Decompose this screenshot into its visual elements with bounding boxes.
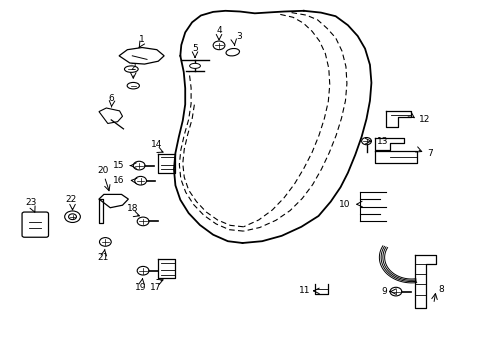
Circle shape xyxy=(69,214,76,220)
Text: 14: 14 xyxy=(151,140,163,149)
Circle shape xyxy=(390,287,402,296)
Text: 3: 3 xyxy=(236,32,242,41)
FancyBboxPatch shape xyxy=(22,212,49,237)
Text: 7: 7 xyxy=(427,149,433,158)
Circle shape xyxy=(65,211,80,222)
Circle shape xyxy=(362,138,371,145)
Text: 1: 1 xyxy=(139,35,145,44)
Ellipse shape xyxy=(127,82,140,89)
Circle shape xyxy=(137,217,149,226)
Text: 10: 10 xyxy=(339,200,350,209)
Text: 21: 21 xyxy=(97,253,109,262)
Text: 13: 13 xyxy=(377,137,388,146)
Text: 9: 9 xyxy=(381,287,387,296)
Text: 8: 8 xyxy=(438,285,444,294)
Circle shape xyxy=(135,176,147,185)
Ellipse shape xyxy=(124,66,138,72)
Text: 5: 5 xyxy=(192,44,198,53)
Text: 22: 22 xyxy=(66,195,76,204)
Text: 19: 19 xyxy=(135,283,147,292)
Polygon shape xyxy=(119,48,164,64)
Text: 23: 23 xyxy=(25,198,37,207)
Text: 2: 2 xyxy=(130,63,136,72)
Circle shape xyxy=(137,266,149,275)
Circle shape xyxy=(213,41,225,50)
Ellipse shape xyxy=(190,63,200,68)
Circle shape xyxy=(133,161,145,170)
Polygon shape xyxy=(99,108,122,123)
Text: 11: 11 xyxy=(299,287,310,295)
Text: 4: 4 xyxy=(216,26,222,35)
Text: 16: 16 xyxy=(114,176,125,185)
Polygon shape xyxy=(99,194,128,208)
Text: 12: 12 xyxy=(419,115,431,125)
Text: 17: 17 xyxy=(150,283,162,292)
Text: 18: 18 xyxy=(126,204,138,213)
Text: 6: 6 xyxy=(109,94,115,103)
Text: 15: 15 xyxy=(113,161,124,170)
Ellipse shape xyxy=(226,49,240,56)
Circle shape xyxy=(99,238,111,246)
Text: 20: 20 xyxy=(97,166,109,175)
